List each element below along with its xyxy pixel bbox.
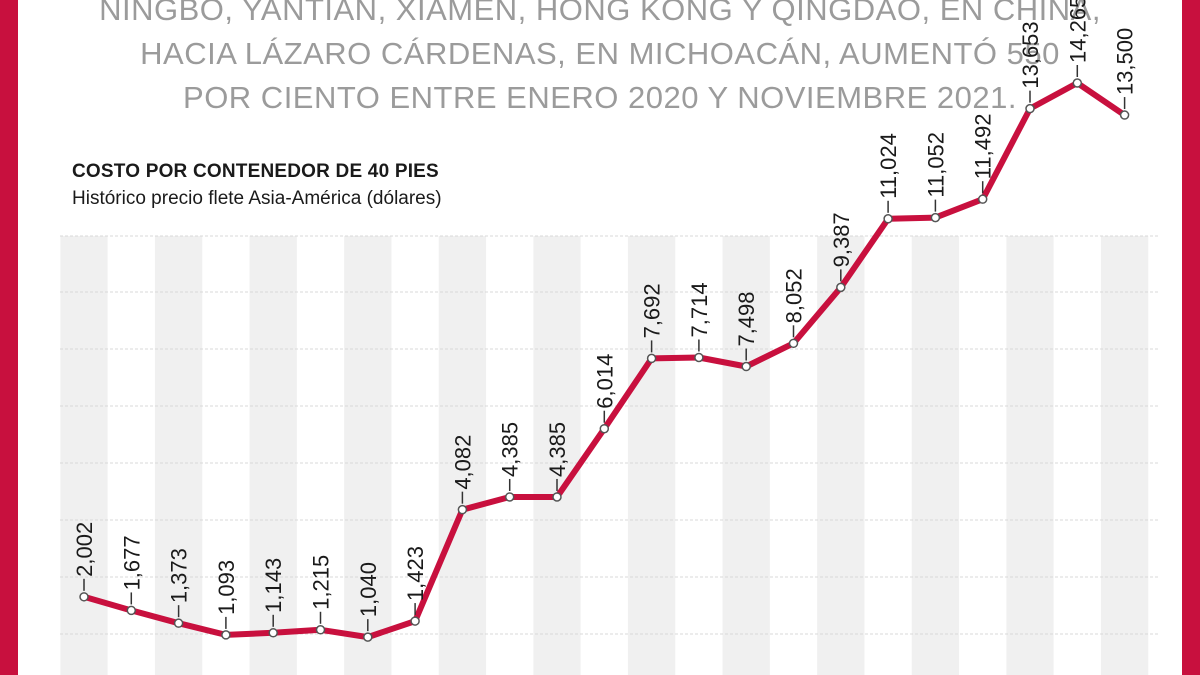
data-point <box>457 504 468 515</box>
background-stripe <box>911 236 960 675</box>
data-point <box>126 605 137 616</box>
chart-title: COSTO POR CONTENEDOR DE 40 PIES <box>72 161 439 182</box>
data-label: 13,500 <box>1113 28 1138 95</box>
data-label: 1,143 <box>261 558 286 613</box>
data-label: 9,387 <box>829 212 854 267</box>
background-stripe <box>249 236 297 675</box>
data-point <box>1025 103 1035 114</box>
data-label: 4,385 <box>545 422 570 477</box>
data-label: 11,492 <box>971 114 996 180</box>
data-point <box>552 492 562 502</box>
data-point <box>410 616 420 626</box>
data-point <box>221 630 231 640</box>
right-frame-bar <box>1182 0 1200 675</box>
data-point <box>930 212 941 223</box>
headline: NINGBO, YANTIAN, XIAMEN, HONG KONG Y QIN… <box>60 0 1140 120</box>
data-point <box>268 628 278 638</box>
data-point <box>1072 78 1083 88</box>
data-point <box>694 352 704 363</box>
data-label: 6,014 <box>592 354 617 409</box>
data-label: 1,677 <box>119 535 144 590</box>
data-point <box>977 194 988 204</box>
data-point <box>504 492 515 502</box>
data-point <box>741 361 751 372</box>
data-label: 2,002 <box>72 522 97 577</box>
data-label: 4,385 <box>498 422 523 477</box>
background-stripe <box>1100 236 1149 675</box>
data-label: 1,040 <box>356 562 381 617</box>
data-label: 11,024 <box>876 133 901 199</box>
data-point <box>836 282 846 293</box>
data-point <box>79 592 89 602</box>
headline-line-3: POR CIENTO ENTRE ENERO 2020 Y NOVIEMBRE … <box>183 80 1017 115</box>
background-stripe <box>438 236 487 675</box>
data-label: 14,265 <box>1065 0 1090 63</box>
data-label: 1,423 <box>403 546 428 601</box>
data-label: 7,714 <box>687 282 712 337</box>
background-stripe <box>817 236 865 675</box>
headline-line-1: NINGBO, YANTIAN, XIAMEN, HONG KONG Y QIN… <box>99 0 1101 27</box>
background-stripe <box>1006 236 1054 675</box>
data-label: 1,373 <box>167 548 192 603</box>
headline-line-2: HACIA LÁZARO CÁRDENAS, EN MICHOACÁN, AUM… <box>140 36 1060 71</box>
data-point <box>646 353 657 364</box>
data-point <box>599 423 610 434</box>
data-point <box>173 618 184 628</box>
data-label: 7,692 <box>640 283 665 338</box>
data-point <box>788 338 799 349</box>
chart-subtitle: Histórico precio flete Asia-América (dól… <box>72 188 442 209</box>
background-stripe <box>60 236 108 675</box>
background-stripe <box>344 236 392 675</box>
data-point <box>1119 110 1130 120</box>
data-label: 1,215 <box>309 555 334 610</box>
data-label: 8,052 <box>782 268 807 323</box>
data-label: 13,653 <box>1018 21 1043 88</box>
background-stripe <box>627 236 676 675</box>
data-label: 7,498 <box>734 291 759 346</box>
data-point <box>363 632 373 642</box>
background-stripe <box>533 236 581 675</box>
data-label: 1,093 <box>214 560 239 615</box>
background-stripe <box>154 236 203 675</box>
data-point <box>883 214 893 224</box>
background-stripe <box>722 236 770 675</box>
data-label: 4,082 <box>450 435 475 490</box>
data-label: 11,052 <box>923 132 948 198</box>
left-frame-bar <box>0 0 18 675</box>
data-point <box>315 625 326 635</box>
